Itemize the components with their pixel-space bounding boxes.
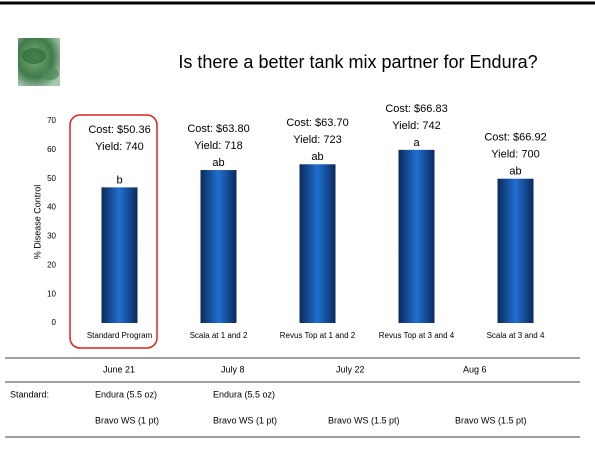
y-tick-label: 70 xyxy=(47,116,56,125)
table-cell: Bravo WS (1 pt) xyxy=(95,415,159,425)
yield-label: Yield: 742 xyxy=(392,120,441,132)
significance-letter: a xyxy=(413,137,420,149)
x-tick-label: Revus Top at 3 and 4 xyxy=(379,331,455,340)
bar xyxy=(398,149,435,323)
table-cell: Endura (5.5 oz) xyxy=(213,389,275,399)
y-tick-label: 20 xyxy=(47,260,56,269)
significance-letter: ab xyxy=(212,157,224,169)
cost-label: Cost: $50.36 xyxy=(88,124,150,136)
highlight-box xyxy=(69,114,158,349)
y-tick-label: 60 xyxy=(47,145,56,154)
table-header: Aug 6 xyxy=(463,364,487,374)
table-cell: Bravo WS (1.5 pt) xyxy=(455,415,527,425)
y-tick-label: 40 xyxy=(47,203,56,212)
table-header: July 22 xyxy=(336,364,365,374)
y-tick-label: 30 xyxy=(47,232,56,241)
cost-label: Cost: $63.70 xyxy=(286,117,348,129)
bar xyxy=(497,178,534,323)
x-tick-label: Scala at 1 and 2 xyxy=(190,331,248,340)
table-cell: Bravo WS (1 pt) xyxy=(213,415,277,425)
y-axis-label: % Disease Control xyxy=(32,185,42,260)
yield-label: Yield: 700 xyxy=(491,149,540,161)
yield-label: Yield: 740 xyxy=(95,141,144,153)
leaf-photo-detail xyxy=(22,48,46,64)
table-header: July 8 xyxy=(221,364,245,374)
slide-title: Is there a better tank mix partner for E… xyxy=(178,52,537,72)
table-cell: Bravo WS (1.5 pt) xyxy=(328,415,400,425)
cost-label: Cost: $66.83 xyxy=(385,103,447,115)
leaf-photo-detail xyxy=(41,68,59,80)
table-header: June 21 xyxy=(103,364,135,374)
cost-label: Cost: $63.80 xyxy=(187,123,249,135)
table-cell: Endura (5.5 oz) xyxy=(95,389,157,399)
bar xyxy=(101,187,138,323)
x-tick-label: Standard Program xyxy=(87,331,153,340)
yield-label: Yield: 723 xyxy=(293,134,342,146)
bar xyxy=(299,164,336,323)
x-tick-label: Scala at 3 and 4 xyxy=(487,331,545,340)
significance-letter: ab xyxy=(311,151,323,163)
significance-letter: ab xyxy=(509,166,521,178)
y-tick-label: 0 xyxy=(52,318,57,327)
significance-letter: b xyxy=(116,174,122,186)
bar xyxy=(200,170,237,323)
table-cell: Standard: xyxy=(10,389,49,399)
cost-label: Cost: $66.92 xyxy=(484,132,546,144)
yield-label: Yield: 718 xyxy=(194,140,243,152)
x-tick-label: Revus Top at 1 and 2 xyxy=(280,331,356,340)
y-tick-label: 10 xyxy=(47,289,56,298)
y-tick-label: 50 xyxy=(47,174,56,183)
